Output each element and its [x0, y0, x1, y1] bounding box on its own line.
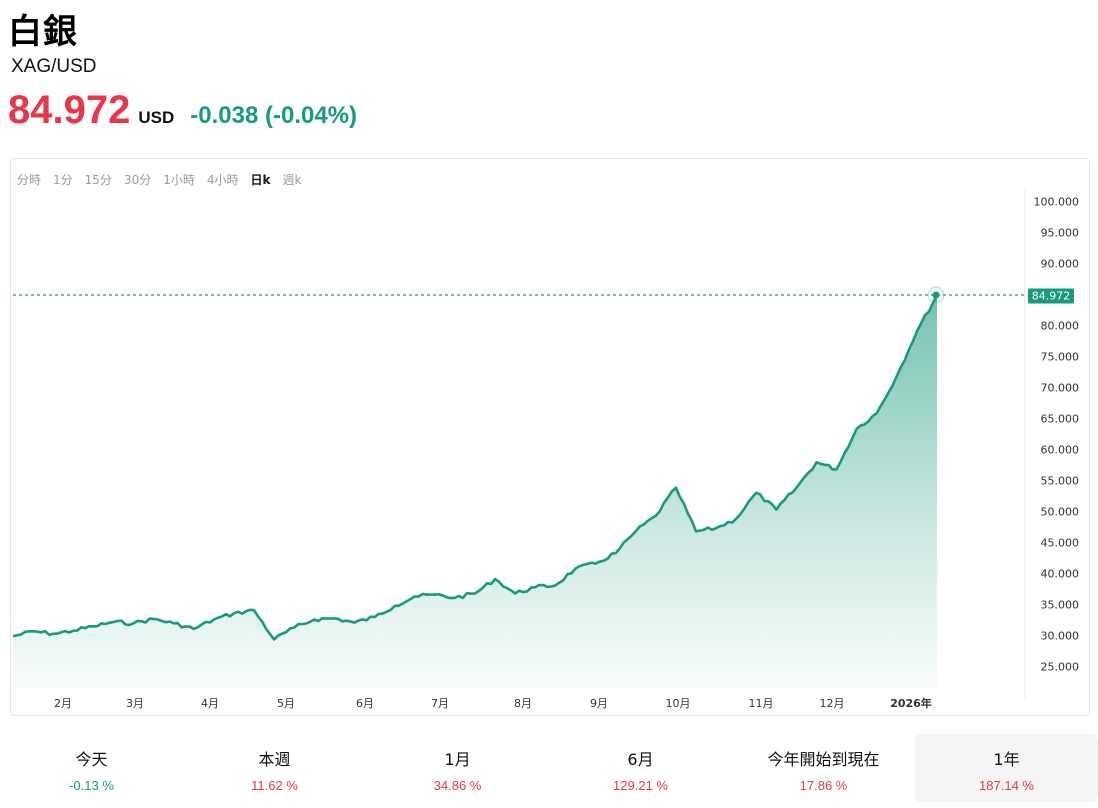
x-tick: 7月	[431, 697, 449, 710]
x-tick: 5月	[277, 697, 295, 710]
y-tick: 80.000	[1040, 319, 1080, 333]
x-tick: 9月	[590, 697, 608, 710]
y-tick: 75.000	[1040, 350, 1080, 364]
period-1-month[interactable]: 1月 34.86 %	[366, 734, 549, 802]
x-tick: 3月	[126, 697, 144, 710]
period-label: 1年	[993, 750, 1020, 769]
y-tick: 55.000	[1040, 474, 1080, 488]
y-tick: 65.000	[1040, 412, 1080, 426]
tab-interval-weekly[interactable]: 週k	[282, 173, 302, 187]
y-tick: 60.000	[1040, 443, 1080, 457]
period-value: 17.86 %	[799, 778, 848, 793]
current-price-tag: 84.972	[1028, 288, 1074, 304]
period-label: 6月	[627, 750, 654, 769]
price-row: 84.972 USD -0.038 (-0.04%)	[8, 88, 357, 133]
y-tick: 50.000	[1040, 505, 1080, 519]
x-tick: 8月	[514, 697, 532, 710]
x-tick: 2026年	[890, 697, 932, 710]
period-ytd[interactable]: 今年開始到現在 17.86 %	[732, 734, 915, 802]
price-area-chart[interactable]	[11, 159, 1091, 717]
period-1-year[interactable]: 1年 187.14 %	[915, 734, 1098, 802]
tab-interval-1h[interactable]: 1小時	[163, 173, 195, 187]
x-tick: 4月	[201, 697, 219, 710]
tab-interval-daily[interactable]: 日k	[250, 173, 271, 187]
period-this-week[interactable]: 本週 11.62 %	[183, 734, 366, 802]
x-tick: 2月	[54, 697, 72, 710]
y-tick: 30.000	[1040, 629, 1080, 643]
price-chart-card: 分時 1分 15分 30分 1小時 4小時 日k 週k 100.000 95.0…	[10, 158, 1090, 716]
period-label: 本週	[258, 750, 291, 769]
period-value: 11.62 %	[251, 778, 298, 793]
y-tick: 95.000	[1040, 226, 1080, 240]
y-tick: 35.000	[1040, 598, 1080, 612]
x-tick: 10月	[665, 697, 691, 710]
y-axis-divider	[1024, 189, 1025, 699]
x-tick: 6月	[356, 697, 374, 710]
period-today[interactable]: 今天 -0.13 %	[0, 734, 183, 802]
price-line	[12, 294, 939, 641]
price-currency: USD	[138, 108, 175, 127]
y-tick: 45.000	[1040, 536, 1080, 550]
y-tick: 70.000	[1040, 381, 1080, 395]
price-area-fill	[13, 295, 937, 689]
period-value: 187.14 %	[979, 778, 1034, 793]
asset-symbol: XAG/USD	[11, 56, 97, 77]
period-value: -0.13 %	[69, 778, 114, 793]
period-label: 今年開始到現在	[767, 750, 880, 769]
x-tick: 12月	[819, 697, 845, 710]
performance-periods: 今天 -0.13 % 本週 11.62 % 1月 34.86 % 6月 129.…	[0, 734, 1098, 802]
y-tick: 25.000	[1040, 660, 1080, 674]
tab-interval-15m[interactable]: 15分	[84, 173, 112, 187]
x-tick: 11月	[748, 697, 774, 710]
y-tick: 100.000	[1033, 195, 1080, 209]
tab-interval-4h[interactable]: 4小時	[206, 173, 239, 187]
period-6-months[interactable]: 6月 129.21 %	[549, 734, 732, 802]
y-tick: 90.000	[1040, 257, 1080, 271]
asset-title: 白銀	[8, 12, 78, 52]
period-label: 1月	[444, 750, 471, 769]
period-value: 129.21 %	[613, 778, 668, 793]
y-tick: 40.000	[1040, 567, 1080, 581]
current-price: 84.972	[8, 88, 131, 132]
price-change: -0.038 (-0.04%)	[190, 102, 357, 129]
tab-interval-1m[interactable]: 1分	[53, 173, 73, 187]
tab-interval-timeshare[interactable]: 分時	[17, 173, 42, 187]
period-value: 34.86 %	[433, 778, 482, 793]
period-label: 今天	[75, 750, 108, 769]
tab-interval-30m[interactable]: 30分	[123, 173, 152, 187]
current-point-dot	[932, 291, 940, 299]
interval-tabs: 分時 1分 15分 30分 1小時 4小時 日k 週k	[17, 171, 313, 188]
